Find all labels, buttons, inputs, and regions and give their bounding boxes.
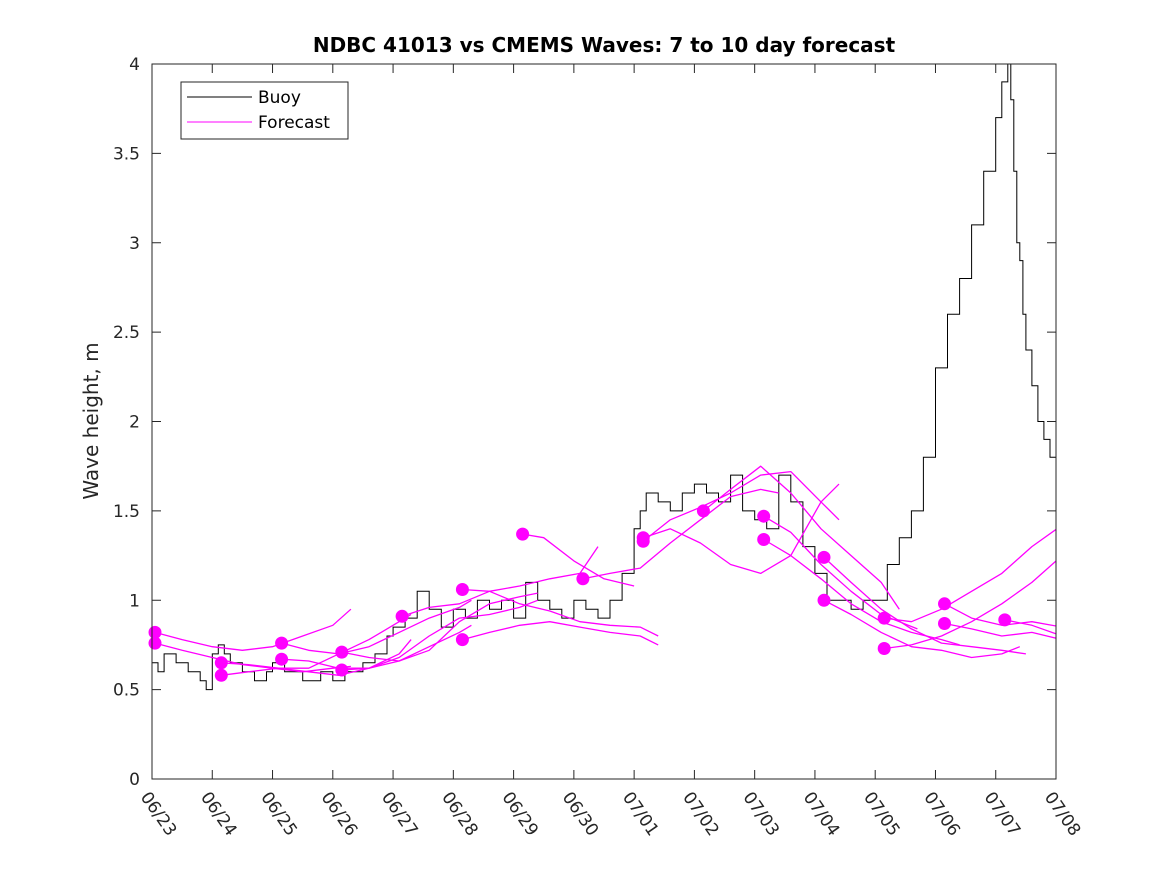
x-tick-label-5: 06/28 [437, 788, 481, 840]
forecast-start-marker-12 [576, 572, 590, 586]
x-tick-label-10: 07/03 [739, 788, 783, 840]
forecast-start-marker-22 [938, 597, 951, 611]
forecast-start-marker-14 [636, 534, 650, 548]
forecast-start-marker-15 [696, 504, 710, 518]
x-tick-label-4: 06/27 [377, 788, 421, 840]
x-tick-label-11: 07/04 [799, 788, 843, 840]
forecast-run-line-4 [281, 599, 472, 655]
forecast-run-line-18 [823, 556, 1026, 655]
x-tick-label-15: 07/08 [1040, 788, 1084, 840]
plot-background [152, 64, 1056, 779]
forecast-run-line-9 [462, 588, 659, 637]
buoy-series-line [152, 64, 1056, 691]
series-layer [148, 64, 1056, 691]
forecast-start-marker-11 [516, 527, 530, 541]
forecast-start-marker-4 [275, 636, 289, 650]
forecast-start-marker-23 [938, 617, 951, 630]
forecast-start-marker-2 [214, 656, 228, 670]
legend-buoy-label: Buoy [258, 88, 301, 108]
x-tick-label-9: 07/02 [678, 788, 722, 840]
forecast-start-marker-17 [757, 533, 771, 546]
forecast-run-line-20 [884, 528, 1056, 623]
forecast-run-line-14 [642, 470, 840, 542]
forecast-run-line-12 [582, 488, 779, 580]
x-tick-label-3: 06/26 [317, 788, 361, 840]
forecast-run-line-2 [221, 613, 412, 669]
y-tick-label-0: 0 [129, 770, 140, 790]
forecast-start-marker-20 [877, 611, 891, 625]
y-tick-label-5: 2.5 [113, 323, 140, 343]
x-tick-label-14: 07/07 [980, 788, 1024, 840]
forecast-run-line-10 [462, 621, 659, 646]
forecast-run-line-11 [522, 533, 635, 587]
y-tick-label-3: 1.5 [113, 502, 140, 522]
forecast-run-line-22 [944, 603, 1056, 627]
chart-title: NDBC 41013 vs CMEMS Waves: 7 to 10 day f… [313, 33, 896, 57]
forecast-run-line-0 [154, 608, 352, 651]
forecast-start-marker-24 [998, 613, 1012, 627]
forecast-start-marker-19 [817, 593, 831, 607]
legend-box [180, 81, 349, 140]
forecast-run-line-8 [401, 546, 599, 617]
forecast-start-marker-10 [455, 633, 469, 647]
y-axis-label: Wave height, m [79, 342, 103, 499]
forecast-run-line-17 [763, 538, 960, 646]
x-tick-label-1: 06/24 [196, 788, 240, 840]
y-tick-label-4: 2 [129, 413, 140, 433]
forecast-start-marker-1 [148, 636, 162, 650]
x-tick-label-7: 06/30 [558, 788, 602, 840]
forecast-start-marker-5 [275, 652, 289, 666]
y-tick-label-2: 1 [129, 591, 140, 611]
forecast-run-line-3 [221, 639, 412, 676]
forecast-start-marker-16 [757, 509, 771, 523]
forecast-start-marker-9 [455, 583, 469, 596]
forecast-start-marker-3 [214, 668, 228, 682]
forecast-run-line-13 [642, 483, 840, 575]
x-tick-label-0: 06/23 [136, 788, 180, 840]
y-tick-label-8: 4 [129, 55, 140, 75]
forecast-start-marker-18 [817, 550, 831, 564]
x-tick-label-8: 07/01 [618, 788, 662, 840]
forecast-run-line-24 [1004, 619, 1056, 635]
forecast-run-line-23 [944, 622, 1056, 639]
forecast-run-line-19 [823, 599, 1021, 659]
forecast-run-line-1 [154, 642, 351, 673]
plot-area [152, 64, 1056, 779]
x-tick-label-6: 06/29 [498, 788, 542, 840]
y-tick-label-6: 3 [129, 234, 140, 254]
x-tick-label-13: 07/06 [919, 788, 963, 840]
forecast-run-line-5 [281, 624, 472, 669]
y-tick-label-7: 3.5 [113, 144, 140, 164]
legend-forecast-label: Forecast [258, 113, 330, 133]
forecast-start-marker-8 [395, 609, 409, 623]
legend: Buoy Forecast [180, 81, 349, 140]
forecast-start-marker-7 [335, 663, 349, 677]
forecast-run-line-21 [884, 560, 1056, 650]
y-tick-label-1: 0.5 [113, 681, 140, 701]
forecast-run-line-7 [341, 599, 538, 671]
forecast-run-line-15 [702, 465, 900, 610]
x-tick-label-2: 06/25 [256, 788, 300, 840]
forecast-start-marker-6 [335, 645, 349, 659]
x-tick-label-12: 07/05 [859, 788, 903, 840]
forecast-run-line-6 [341, 592, 538, 662]
forecast-start-marker-21 [877, 642, 891, 655]
